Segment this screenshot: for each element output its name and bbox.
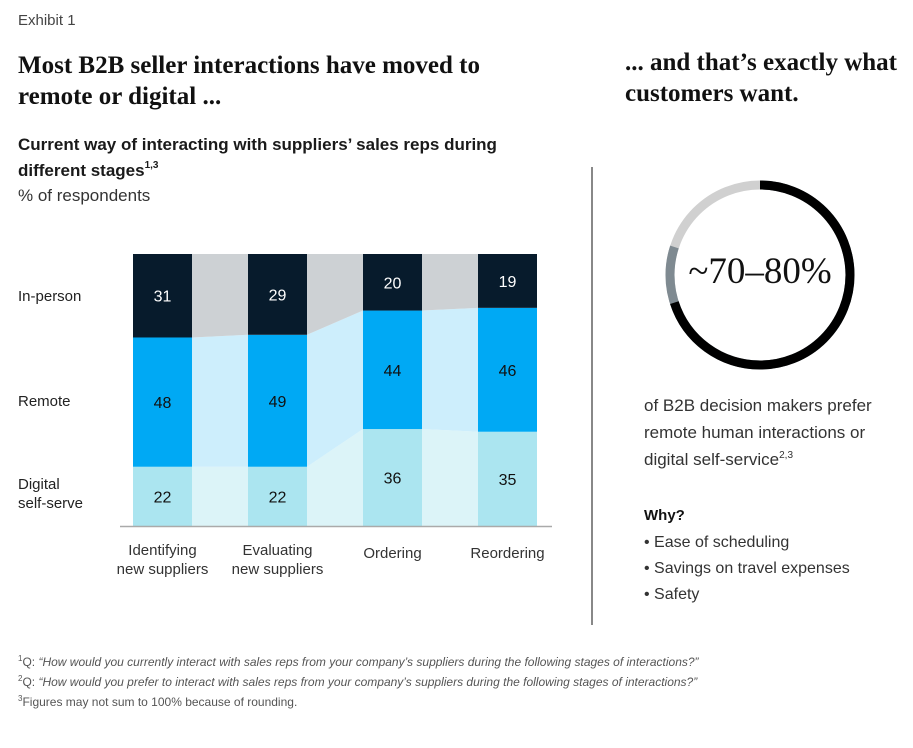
why-item-text: Safety (654, 586, 700, 603)
data-label-remote: 44 (384, 363, 402, 380)
category-label-line: Identifying (128, 542, 197, 559)
footnote-marker: 2 (18, 674, 23, 683)
connector-band-in-person (192, 254, 248, 338)
connector-band-remote (192, 334, 248, 467)
category-label-line: new suppliers (231, 561, 324, 578)
ring-chart (665, 180, 855, 370)
chart-unit: % of respondents (18, 186, 151, 205)
row-label-digital: Digital self-serve (18, 475, 83, 513)
category-label: Reordering (443, 544, 573, 563)
footnote-2: 2Q: “How would you prefer to interact wi… (18, 672, 699, 692)
category-label-line: new suppliers (116, 561, 209, 578)
connector-band-in-person (422, 254, 478, 311)
bar-segment-in-person (478, 254, 537, 308)
data-label-digital: 22 (154, 489, 172, 506)
chart-subtitle: Current way of interacting with supplier… (18, 132, 518, 184)
row-label-remote: Remote (18, 393, 71, 410)
stacked-bar-chart: 22 48 31 22 49 29 36 44 20 35 46 19 (120, 254, 552, 528)
connector-band-digital (307, 429, 363, 526)
category-label: Ordering (328, 544, 458, 563)
subtitle-footnote-ref: 1,3 (144, 160, 159, 171)
preference-text: of B2B decision makers prefer remote hum… (644, 392, 909, 473)
footnote-text: Figures may not sum to 100% because of r… (22, 695, 298, 709)
connector-band-remote (422, 307, 478, 432)
bar-segment-in-person (133, 254, 192, 338)
data-label-in-person: 31 (154, 289, 172, 306)
footnote-prefix: Q: (22, 655, 39, 669)
data-label-digital: 35 (499, 472, 517, 489)
footnote-3: 3Figures may not sum to 100% because of … (18, 692, 699, 712)
data-label-in-person: 19 (499, 274, 517, 291)
bar-segment-digital (478, 431, 537, 526)
data-label-in-person: 20 (384, 275, 402, 292)
connector-band-remote (307, 310, 363, 467)
connector-band-digital (422, 429, 478, 526)
category-label-line: Reordering (470, 545, 545, 562)
why-item-text: Ease of scheduling (654, 534, 790, 551)
connector-band-in-person (307, 254, 363, 335)
data-label-digital: 36 (384, 471, 402, 488)
bar-segment-in-person (248, 254, 307, 335)
bar-segment-remote (478, 307, 537, 432)
category-label-line: Evaluating (242, 542, 313, 559)
footnote-marker: 3 (18, 694, 23, 703)
preference-text-body: of B2B decision makers prefer remote hum… (644, 396, 872, 469)
bar-segment-digital (248, 466, 307, 526)
bar-segment-remote (363, 310, 422, 430)
data-label-in-person: 29 (269, 287, 287, 304)
connector-band-digital (192, 466, 248, 526)
preference-footnote-ref: 2,3 (779, 450, 794, 461)
section-divider (591, 167, 593, 625)
why-item: • Savings on travel expenses (644, 560, 850, 577)
data-label-remote: 46 (499, 363, 517, 380)
footnote-marker: 1 (18, 654, 23, 663)
headline-left: Most B2B seller interactions have moved … (18, 52, 480, 110)
bar-segment-remote (248, 334, 307, 467)
row-label-digital-line1: Digital (18, 476, 60, 493)
why-title: Why? (644, 507, 685, 524)
category-label: Identifying new suppliers (98, 541, 228, 579)
footnote-text: “How would you currently interact with s… (38, 655, 699, 669)
why-list: • Ease of scheduling • Savings on travel… (644, 530, 850, 608)
why-item: • Safety (644, 586, 700, 603)
data-label-remote: 48 (154, 395, 172, 412)
footnote-text: “How would you prefer to interact with s… (38, 675, 698, 689)
bar-segment-remote (133, 337, 192, 467)
footnotes: 1Q: “How would you currently interact wi… (18, 652, 699, 712)
exhibit-label: Exhibit 1 (18, 12, 76, 29)
why-item-text: Savings on travel expenses (654, 560, 850, 577)
data-label-remote: 49 (269, 394, 287, 411)
bar-segment-digital (363, 429, 422, 526)
data-label-digital: 22 (269, 489, 287, 506)
row-label-digital-line2: self-serve (18, 495, 84, 512)
why-item: • Ease of scheduling (644, 534, 790, 551)
category-label: Evaluating new suppliers (213, 541, 343, 579)
bar-segment-in-person (363, 254, 422, 311)
row-label-in-person: In-person (18, 288, 82, 305)
ring-black-segment (665, 180, 855, 370)
ring-value-label: ~70–80% (688, 251, 832, 292)
headline-right: ... and that’s exactly what customers wa… (625, 49, 897, 107)
bar-segment-digital (133, 466, 192, 526)
category-label-line: Ordering (363, 545, 422, 562)
footnote-prefix: Q: (22, 675, 39, 689)
chart-subtitle-text: Current way of interacting with supplier… (18, 135, 497, 180)
footnote-1: 1Q: “How would you currently interact wi… (18, 652, 699, 672)
